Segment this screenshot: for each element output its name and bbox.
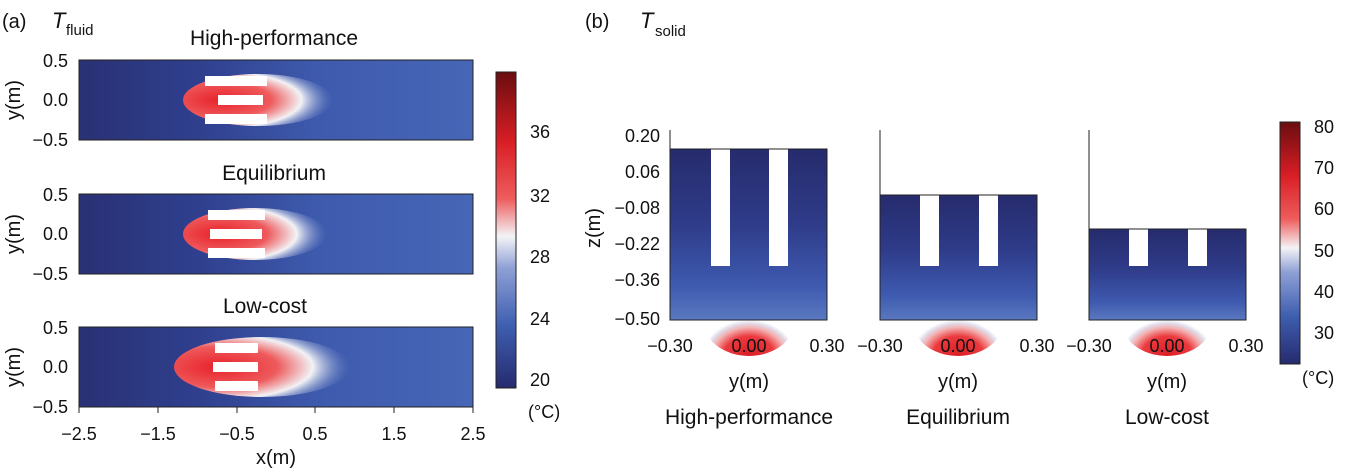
cbar-b-tick-40: 40 xyxy=(1314,282,1334,302)
c1-ylabel: y(m) xyxy=(729,371,769,393)
ztick-5: −0.50 xyxy=(614,309,660,329)
fluid-plot-high-performance xyxy=(78,59,474,141)
c2-ytick-0: −0.30 xyxy=(857,336,903,356)
panel-b-zlabel: z(m) xyxy=(583,208,605,248)
row2-ytick-bot: −0.5 xyxy=(32,264,68,284)
fluid-plot-low-cost xyxy=(78,326,474,408)
row2-ytick-top: 0.5 xyxy=(43,185,68,205)
row2-title: Equilibrium xyxy=(222,162,326,185)
c2-ylabel: y(m) xyxy=(938,371,978,393)
cbar-a-tick-24: 24 xyxy=(530,309,550,329)
xtick-0: −2.5 xyxy=(61,424,97,444)
ztick-4: −0.36 xyxy=(614,270,660,290)
cbar-b-tick-80: 80 xyxy=(1314,117,1334,137)
panel-b-colorbar xyxy=(1279,121,1301,365)
xtick-3: 0.5 xyxy=(302,424,327,444)
c1-ytick-2: 0.30 xyxy=(809,336,844,356)
row1-title: High-performance xyxy=(190,27,358,50)
cbar-b-tick-60: 60 xyxy=(1314,199,1334,219)
c2-ytick-2: 0.30 xyxy=(1019,336,1054,356)
row1-ytick-top: 0.5 xyxy=(43,51,68,71)
xtick-4: 1.5 xyxy=(381,424,406,444)
xtick-5: 2.5 xyxy=(460,424,485,444)
row1-ytick-mid: 0.0 xyxy=(43,90,68,110)
row1-ytick-bot: −0.5 xyxy=(32,130,68,150)
cbar-b-tick-70: 70 xyxy=(1314,158,1334,178)
row3-title: Low-cost xyxy=(223,295,307,318)
row3-ytick-bot: −0.5 xyxy=(32,397,68,417)
panel-a-xticks-marks xyxy=(78,407,474,413)
c1-title: High-performance xyxy=(665,406,833,429)
solid-plot-equilibrium xyxy=(879,130,1038,356)
panel-a-var: T xyxy=(52,8,67,33)
cbar-a-tick-36: 36 xyxy=(530,122,550,142)
cbar-a-tick-32: 32 xyxy=(530,186,550,206)
xtick-1: −1.5 xyxy=(140,424,176,444)
row3-ytick-top: 0.5 xyxy=(43,318,68,338)
panel-b-var: T xyxy=(640,8,655,33)
fluid-plot-equilibrium xyxy=(78,193,474,275)
cbar-b-tick-50: 50 xyxy=(1314,241,1334,261)
panel-a-colorbar xyxy=(495,71,517,389)
c3-title: Low-cost xyxy=(1125,406,1209,429)
panel-a-xlabel: x(m) xyxy=(256,447,296,469)
xtick-2: −0.5 xyxy=(219,424,255,444)
ztick-2: −0.08 xyxy=(614,198,660,218)
c2-title: Equilibrium xyxy=(906,406,1010,429)
ztick-0: 0.20 xyxy=(625,126,660,146)
row3-ylabel: y(m) xyxy=(3,347,25,387)
c3-ytick-1: 0.00 xyxy=(1149,336,1184,356)
panel-b-sub: solid xyxy=(655,23,686,40)
ztick-1: 0.06 xyxy=(625,162,660,182)
cbar-b-tick-30: 30 xyxy=(1314,323,1334,343)
panel-b-label: (b) xyxy=(585,11,609,33)
cbar-b-unit: (°C) xyxy=(1302,368,1334,388)
c3-ytick-2: 0.30 xyxy=(1228,336,1263,356)
c1-ytick-1: 0.00 xyxy=(731,336,766,356)
panel-a-sub: fluid xyxy=(66,22,94,39)
cbar-a-tick-20: 20 xyxy=(530,370,550,390)
cbar-a-unit: (°C) xyxy=(528,402,560,422)
solid-plot-low-cost xyxy=(1088,130,1247,356)
c2-ytick-1: 0.00 xyxy=(940,336,975,356)
ztick-3: −0.22 xyxy=(614,234,660,254)
row3-ytick-mid: 0.0 xyxy=(43,357,68,377)
row1-ylabel: y(m) xyxy=(3,80,25,120)
cbar-a-tick-28: 28 xyxy=(530,247,550,267)
panel-a-label: (a) xyxy=(2,11,26,33)
c1-ytick-0: −0.30 xyxy=(647,336,693,356)
solid-plot-high-performance xyxy=(669,130,828,356)
c3-ytick-0: −0.30 xyxy=(1066,336,1112,356)
row2-ytick-mid: 0.0 xyxy=(43,224,68,244)
row2-ylabel: y(m) xyxy=(3,214,25,254)
c3-ylabel: y(m) xyxy=(1147,371,1187,393)
